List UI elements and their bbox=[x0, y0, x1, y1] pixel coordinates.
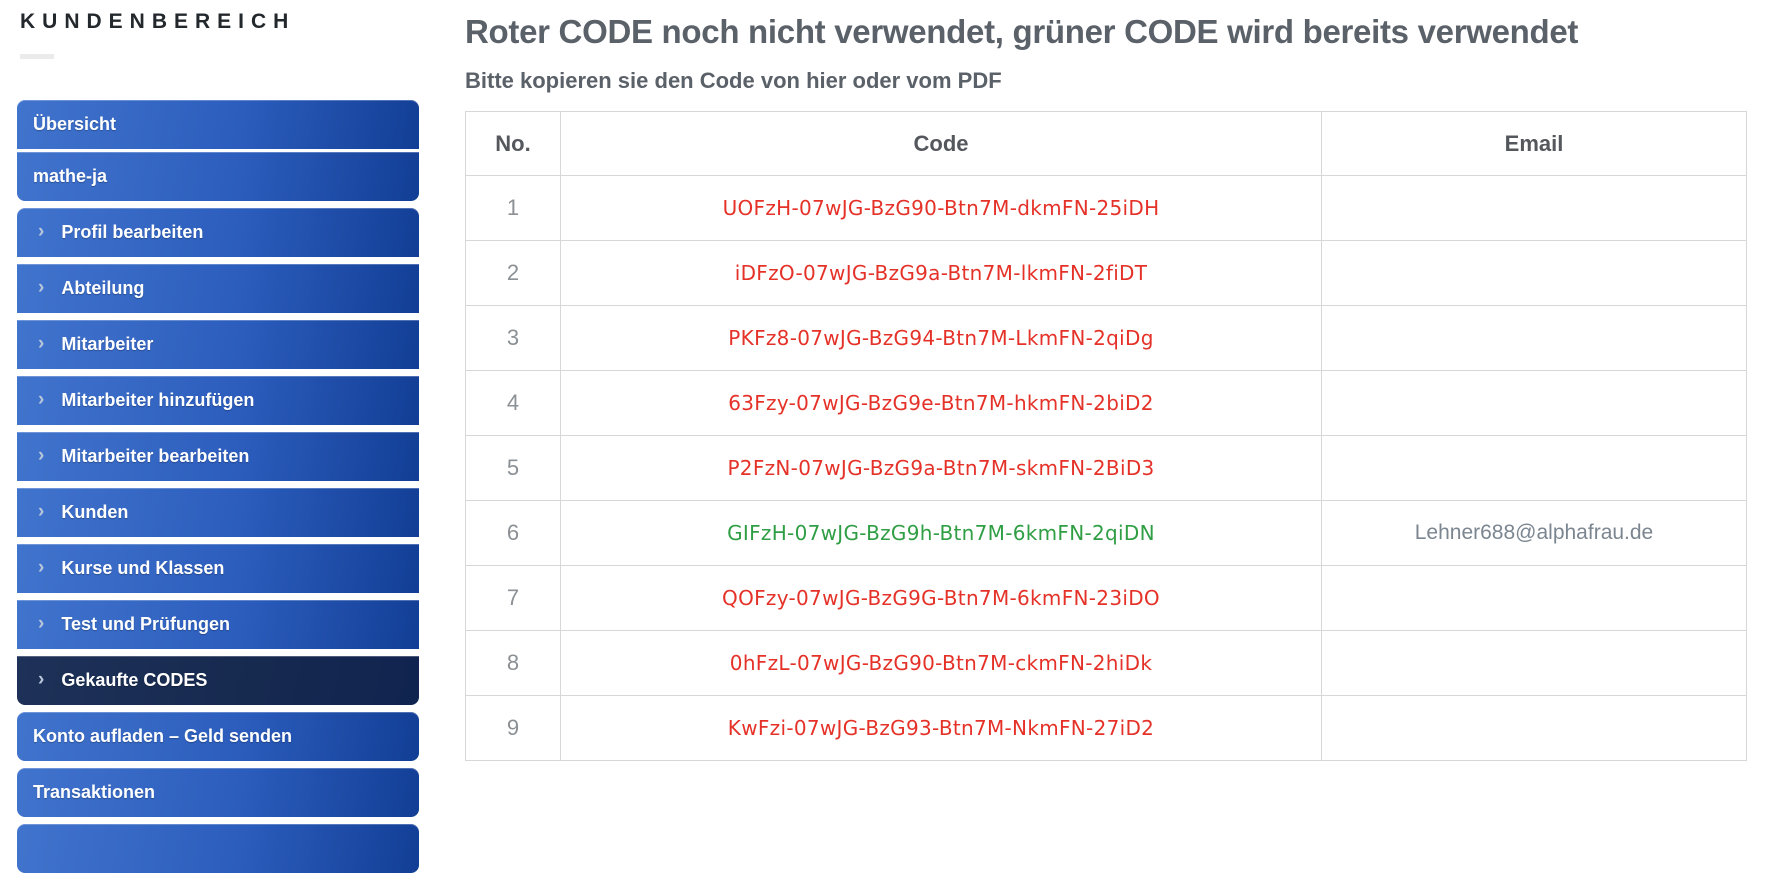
email-value bbox=[1321, 305, 1747, 371]
column-header-email: Email bbox=[1321, 111, 1747, 176]
sidebar-item-label: Mitarbeiter bearbeiten bbox=[61, 446, 250, 466]
code-value: PKFz8-07wJG-BzG94-Btn7M-LkmFN-2qiDg bbox=[560, 305, 1322, 371]
table-row: 3 PKFz8-07wJG-BzG94-Btn7M-LkmFN-2qiDg bbox=[465, 305, 1747, 371]
row-number: 6 bbox=[465, 500, 561, 566]
page-title: Roter CODE noch nicht verwendet, grüner … bbox=[465, 13, 1579, 50]
table-row: 2 iDFzO-07wJG-BzG9a-Btn7M-lkmFN-2fiDT bbox=[465, 240, 1747, 306]
row-number: 9 bbox=[465, 695, 561, 761]
chevron-right-icon: › bbox=[38, 557, 45, 578]
sidebar-item-label: Kunden bbox=[61, 502, 129, 522]
code-value: 63Fzy-07wJG-BzG9e-Btn7M-hkmFN-2biD2 bbox=[560, 370, 1322, 436]
code-value: GIFzH-07wJG-BzG9h-Btn7M-6kmFN-2qiDN bbox=[560, 500, 1322, 566]
sidebar-item-mitarbeiter-bearbeiten[interactable]: › Mitarbeiter bearbeiten bbox=[17, 432, 419, 481]
code-value: 0hFzL-07wJG-BzG90-Btn7M-ckmFN-2hiDk bbox=[560, 630, 1322, 696]
sidebar-item-label: Abteilung bbox=[61, 278, 145, 298]
email-value: Lehner688@alphafrau.de bbox=[1321, 500, 1747, 566]
sidebar-item-mathe-ja[interactable]: mathe-ja bbox=[17, 152, 419, 201]
email-value bbox=[1321, 370, 1747, 436]
codes-table: No. Code Email 1 UOFzH-07wJG-BzG90-Btn7M… bbox=[465, 111, 1747, 761]
sidebar-item-label: mathe-ja bbox=[33, 166, 108, 186]
sidebar-item-mitarbeiter-hinzufuegen[interactable]: › Mitarbeiter hinzufügen bbox=[17, 376, 419, 425]
table-row: 8 0hFzL-07wJG-BzG90-Btn7M-ckmFN-2hiDk bbox=[465, 630, 1747, 696]
email-value bbox=[1321, 435, 1747, 501]
row-number: 3 bbox=[465, 305, 561, 371]
sidebar-item-label: Kurse und Klassen bbox=[61, 558, 225, 578]
sidebar-item-label: Übersicht bbox=[33, 114, 117, 134]
sidebar-item-abteilung[interactable]: › Abteilung bbox=[17, 264, 419, 313]
sidebar-item-test-und-pruefungen[interactable]: › Test und Prüfungen bbox=[17, 600, 419, 649]
sidebar-item-partial[interactable] bbox=[17, 824, 419, 873]
table-row: 5 P2FzN-07wJG-BzG9a-Btn7M-skmFN-2BiD3 bbox=[465, 435, 1747, 501]
sidebar-item-label: Gekaufte CODES bbox=[61, 670, 208, 690]
sidebar-item-label: Mitarbeiter bbox=[61, 334, 154, 354]
row-number: 5 bbox=[465, 435, 561, 501]
sidebar-item-label: Konto aufladen – Geld senden bbox=[33, 726, 293, 746]
table-row: 7 QOFzy-07wJG-BzG9G-Btn7M-6kmFN-23iDO bbox=[465, 565, 1747, 631]
chevron-right-icon: › bbox=[38, 613, 45, 634]
column-header-no: No. bbox=[465, 111, 561, 176]
code-value: UOFzH-07wJG-BzG90-Btn7M-dkmFN-25iDH bbox=[560, 175, 1322, 241]
sidebar-title: KUNDENBEREICH bbox=[20, 10, 296, 33]
column-header-code: Code bbox=[560, 111, 1322, 176]
email-value bbox=[1321, 630, 1747, 696]
sidebar-item-label: Test und Prüfungen bbox=[61, 614, 230, 634]
chevron-right-icon: › bbox=[38, 445, 45, 466]
sidebar-item-label: Profil bearbeiten bbox=[61, 222, 204, 242]
code-value: KwFzi-07wJG-BzG93-Btn7M-NkmFN-27iD2 bbox=[560, 695, 1322, 761]
chevron-right-icon: › bbox=[38, 221, 45, 242]
email-value bbox=[1321, 175, 1747, 241]
sidebar: KUNDENBEREICH Übersicht mathe-ja › Profi… bbox=[17, 10, 419, 873]
code-value: iDFzO-07wJG-BzG9a-Btn7M-lkmFN-2fiDT bbox=[560, 240, 1322, 306]
sidebar-item-label: Mitarbeiter hinzufügen bbox=[61, 390, 255, 410]
code-value: QOFzy-07wJG-BzG9G-Btn7M-6kmFN-23iDO bbox=[560, 565, 1322, 631]
sidebar-item-gekaufte-codes[interactable]: › Gekaufte CODES bbox=[17, 656, 419, 705]
main-content: Roter CODE noch nicht verwendet, grüner … bbox=[465, 0, 1747, 761]
page-subtitle: Bitte kopieren sie den Code von hier ode… bbox=[465, 68, 1002, 93]
sidebar-item-uebersicht[interactable]: Übersicht bbox=[17, 100, 419, 149]
sidebar-item-konto-aufladen[interactable]: Konto aufladen – Geld senden bbox=[17, 712, 419, 761]
table-row: 6 GIFzH-07wJG-BzG9h-Btn7M-6kmFN-2qiDN Le… bbox=[465, 500, 1747, 566]
email-value bbox=[1321, 695, 1747, 761]
row-number: 4 bbox=[465, 370, 561, 436]
sidebar-item-label: Transaktionen bbox=[33, 782, 156, 802]
email-value bbox=[1321, 565, 1747, 631]
row-number: 7 bbox=[465, 565, 561, 631]
table-header-row: No. Code Email bbox=[465, 111, 1747, 176]
chevron-right-icon: › bbox=[38, 333, 45, 354]
sidebar-item-kunden[interactable]: › Kunden bbox=[17, 488, 419, 537]
row-number: 8 bbox=[465, 630, 561, 696]
table-row: 9 KwFzi-07wJG-BzG93-Btn7M-NkmFN-27iD2 bbox=[465, 695, 1747, 761]
table-row: 1 UOFzH-07wJG-BzG90-Btn7M-dkmFN-25iDH bbox=[465, 175, 1747, 241]
sidebar-item-profil-bearbeiten[interactable]: › Profil bearbeiten bbox=[17, 208, 419, 257]
sidebar-title-rule bbox=[20, 54, 54, 59]
sidebar-nav: Übersicht mathe-ja › Profil bearbeiten ›… bbox=[17, 100, 419, 873]
table-row: 4 63Fzy-07wJG-BzG9e-Btn7M-hkmFN-2biD2 bbox=[465, 370, 1747, 436]
sidebar-item-transaktionen[interactable]: Transaktionen bbox=[17, 768, 419, 817]
sidebar-item-mitarbeiter[interactable]: › Mitarbeiter bbox=[17, 320, 419, 369]
chevron-right-icon: › bbox=[38, 669, 45, 690]
row-number: 2 bbox=[465, 240, 561, 306]
chevron-right-icon: › bbox=[38, 389, 45, 410]
row-number: 1 bbox=[465, 175, 561, 241]
chevron-right-icon: › bbox=[38, 501, 45, 522]
email-value bbox=[1321, 240, 1747, 306]
chevron-right-icon: › bbox=[38, 277, 45, 298]
code-value: P2FzN-07wJG-BzG9a-Btn7M-skmFN-2BiD3 bbox=[560, 435, 1322, 501]
sidebar-item-kurse-und-klassen[interactable]: › Kurse und Klassen bbox=[17, 544, 419, 593]
